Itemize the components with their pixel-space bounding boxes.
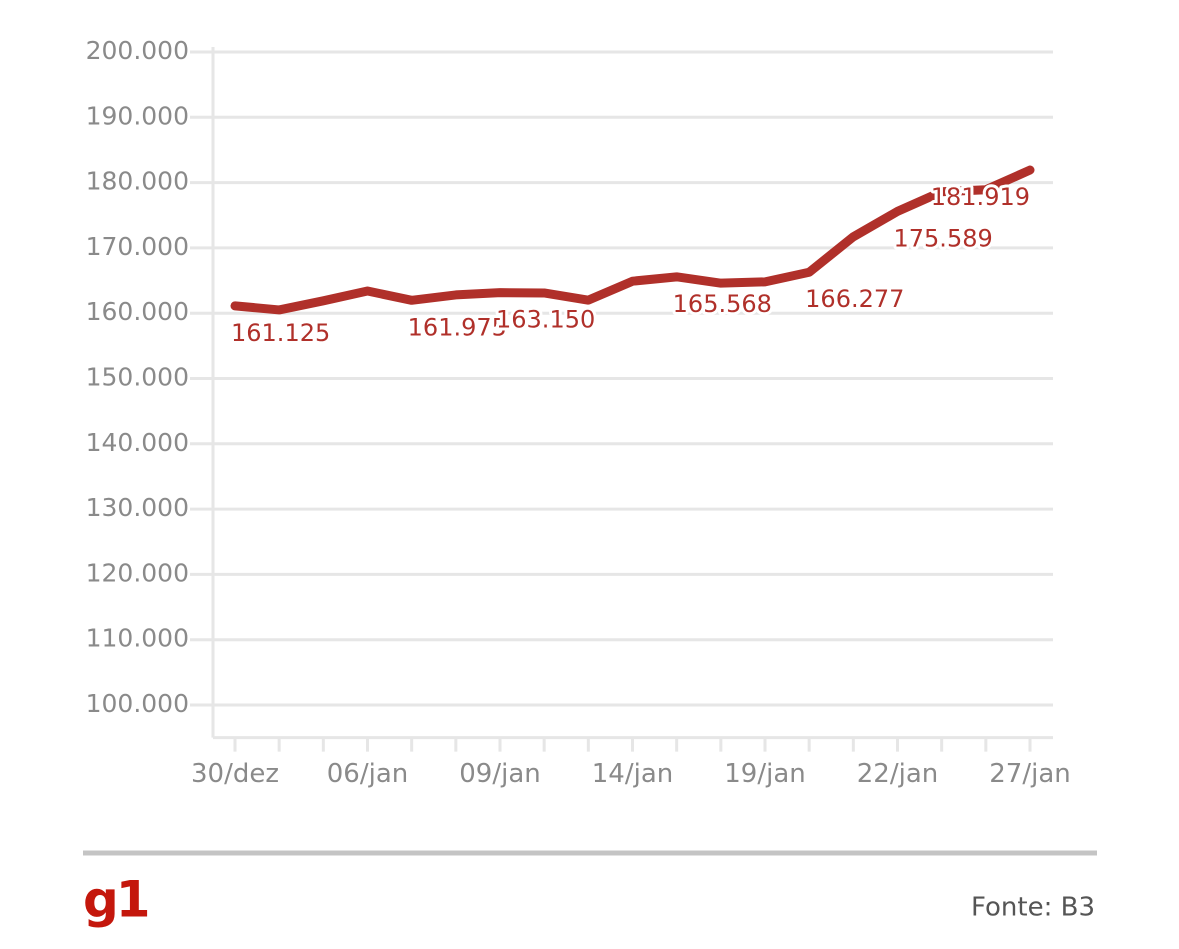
y-tick-label: 140.000 (86, 428, 189, 457)
x-tick-label: 14/jan (592, 759, 673, 789)
x-tick-label: 30/dez (191, 759, 279, 789)
x-tick-label: 19/jan (724, 759, 805, 789)
y-tick-label: 120.000 (86, 558, 189, 587)
logo: g1 (83, 871, 148, 929)
y-tick-label: 170.000 (86, 232, 189, 261)
y-tick-label: 100.000 (86, 689, 189, 718)
value-label: 166.277 (805, 285, 904, 313)
x-tick-label: 27/jan (989, 759, 1070, 789)
y-tick-label: 130.000 (86, 493, 189, 522)
source: Fonte: B3 (971, 893, 1095, 923)
data-line (230, 165, 1035, 315)
x-tick-label: 06/jan (327, 759, 408, 789)
y-tick-label: 160.000 (86, 297, 189, 326)
value-label: 181.919 (931, 183, 1030, 211)
y-tick-label: 200.000 (86, 36, 189, 65)
y-tick-label: 190.000 (86, 101, 189, 130)
value-label: 165.568 (673, 290, 772, 318)
y-tick-label: 150.000 (86, 363, 189, 392)
y-tick-label: 180.000 (86, 167, 189, 196)
value-label: 175.589 (894, 224, 993, 252)
y-tick-label: 110.000 (86, 624, 189, 653)
x-tick-label: 09/jan (459, 759, 540, 789)
x-tick-label: 22/jan (857, 759, 938, 789)
value-label: 161.125 (231, 319, 330, 347)
value-label: 163.150 (496, 306, 595, 334)
value-label: 161.975 (408, 313, 507, 341)
